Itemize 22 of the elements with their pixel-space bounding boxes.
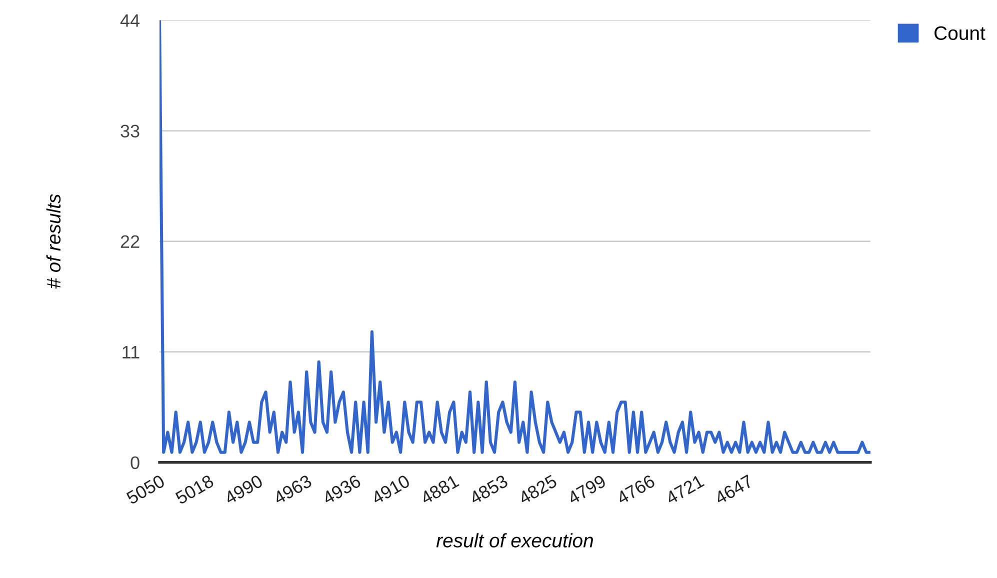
x-tick-label: 4647 bbox=[714, 474, 754, 505]
y-tick-label: 11 bbox=[122, 346, 140, 358]
y-tick-label: 0 bbox=[130, 456, 140, 470]
y-tick-label: 33 bbox=[120, 124, 140, 138]
x-tick-label: 4853 bbox=[468, 474, 509, 505]
x-tick-label: 4990 bbox=[223, 474, 264, 505]
x-tick-label: 4936 bbox=[321, 474, 362, 505]
x-tick-label: 4910 bbox=[370, 474, 411, 505]
x-tick-label: 4825 bbox=[518, 474, 558, 505]
x-tick-label: 4799 bbox=[566, 474, 607, 505]
x-axis-title: result of execution bbox=[436, 533, 593, 548]
x-tick-label: 4963 bbox=[272, 474, 313, 505]
x-tick-label: 4766 bbox=[616, 474, 656, 505]
y-axis-title: # of results bbox=[46, 194, 61, 288]
legend-label: Count bbox=[934, 26, 986, 40]
line-series bbox=[160, 20, 870, 454]
x-tick-label: 4881 bbox=[419, 474, 460, 505]
y-tick-label: 22 bbox=[120, 235, 140, 248]
x-tick-label: 5018 bbox=[174, 474, 214, 505]
y-tick-label: 44 bbox=[120, 14, 140, 27]
x-tick-label: 4721 bbox=[664, 474, 705, 505]
x-tick-label: 5050 bbox=[126, 474, 166, 505]
